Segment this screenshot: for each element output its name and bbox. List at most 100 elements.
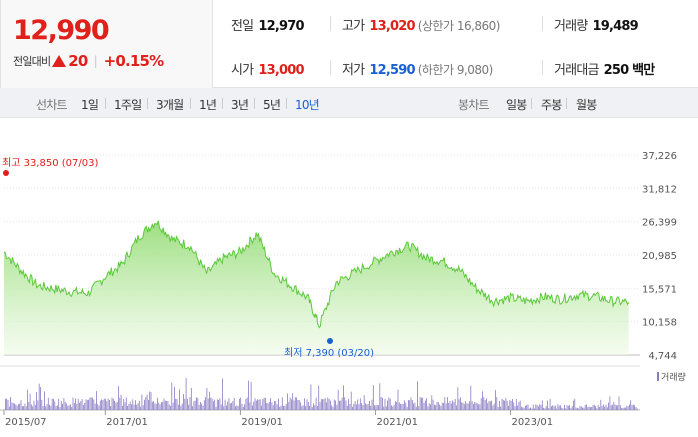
volume-bar [80, 401, 82, 410]
volume-bar [68, 405, 70, 410]
volume-bar [184, 398, 186, 410]
volume-bar [569, 405, 570, 410]
volume-bar [595, 406, 596, 410]
volume-bar [636, 408, 638, 410]
divider [286, 98, 287, 109]
volume-bar [499, 401, 500, 410]
volume-bar [556, 408, 557, 410]
stat-high: 고가 13,020 (상한가 16,860) [342, 15, 501, 34]
volume-bar [133, 404, 135, 410]
volume-bar [439, 404, 440, 410]
x-tick-label: 2015/07 [5, 417, 47, 428]
volume-bar [340, 400, 342, 410]
volume-bar [583, 407, 585, 410]
volume-bar [209, 391, 210, 410]
period-10y[interactable]: 10년 [295, 98, 320, 112]
volume-bar [397, 389, 399, 410]
volume-bar [94, 403, 96, 410]
candle-monthly[interactable]: 월봉 [576, 98, 597, 112]
volume-bar [99, 400, 101, 410]
volume-bar [453, 401, 455, 410]
period-3y[interactable]: 3년 [231, 98, 249, 112]
volume-bar [423, 402, 425, 410]
volume-bar [179, 389, 180, 410]
lower-limit: (하한가 9,080) [417, 63, 494, 77]
volume-bar [454, 398, 456, 410]
volume-bar [610, 405, 612, 410]
volume-bar [231, 402, 232, 410]
volume-bar [306, 399, 308, 410]
candle-daily[interactable]: 일봉 [506, 98, 527, 112]
x-axis: 2015/07 2017/01 2019/01 2021/01 2023/01 [3, 410, 553, 428]
volume-bar [571, 406, 573, 410]
period-3m[interactable]: 3개월 [156, 98, 184, 112]
volume-bar [268, 402, 270, 410]
volume-bar [132, 399, 134, 410]
volume-bar [224, 399, 226, 410]
volume-bar [62, 403, 63, 410]
volume-bar [98, 405, 100, 410]
volume-bar [137, 403, 139, 410]
volume-bar [192, 406, 193, 410]
volume-bar [526, 405, 528, 410]
period-1y[interactable]: 1년 [199, 98, 217, 112]
volume-bar [138, 400, 140, 410]
volume-bar [319, 402, 321, 410]
volume-bar [293, 400, 295, 410]
volume-bar [336, 404, 338, 410]
period-5y[interactable]: 5년 [263, 98, 281, 112]
volume-bar [362, 405, 364, 410]
volume-bar [307, 402, 309, 410]
volume-bar [441, 402, 443, 410]
volume-bar [616, 405, 617, 410]
volume-bar [605, 404, 607, 410]
volume-bar [508, 405, 509, 410]
volume-bar [458, 399, 460, 410]
volume-bar [457, 387, 459, 410]
volume-bar [46, 404, 48, 410]
period-1w[interactable]: 1주일 [114, 98, 142, 112]
volume-bar [248, 380, 249, 410]
volume-bar [443, 403, 444, 410]
volume-bar [84, 402, 86, 410]
volume-bar [389, 398, 391, 410]
volume-bar [456, 405, 457, 410]
volume-bar [197, 397, 199, 410]
volume-bar [200, 401, 201, 410]
volume-bar [289, 397, 291, 410]
volume-bar [349, 404, 351, 410]
volume-bar [465, 401, 466, 410]
volume-bar [536, 405, 538, 410]
volume-bar [298, 400, 300, 410]
volume-bar [549, 399, 551, 410]
volume-bar [631, 405, 633, 410]
volume-bar [401, 404, 403, 410]
stat-label: 거래량 [554, 19, 588, 34]
period-1d[interactable]: 1일 [81, 98, 99, 112]
volume-bar [440, 405, 442, 410]
volume-bar [127, 406, 128, 410]
volume-bar [354, 401, 356, 410]
volume-bar [235, 406, 236, 410]
stat-prev-close: 전일 12,970 [231, 15, 305, 34]
volume-bar [614, 404, 616, 410]
volume-bar [517, 405, 518, 410]
volume-bar [415, 406, 417, 410]
volume-bar [488, 401, 490, 410]
volume-bar [123, 399, 125, 410]
stat-value: 13,000 [258, 63, 304, 78]
stat-label: 시가 [231, 63, 254, 78]
volume-bar [122, 405, 123, 410]
volume-bar [560, 405, 561, 410]
divider [542, 60, 543, 75]
volume-bar [266, 403, 268, 410]
volume-bar [292, 393, 294, 410]
volume-bar [315, 397, 317, 410]
volume-bar [119, 397, 121, 410]
volume-bar [580, 406, 582, 410]
volume-bar [380, 397, 382, 410]
volume-bar [528, 408, 530, 410]
volume-bar [206, 388, 208, 410]
volume-bar [317, 406, 318, 410]
candle-weekly[interactable]: 주봉 [541, 98, 562, 112]
